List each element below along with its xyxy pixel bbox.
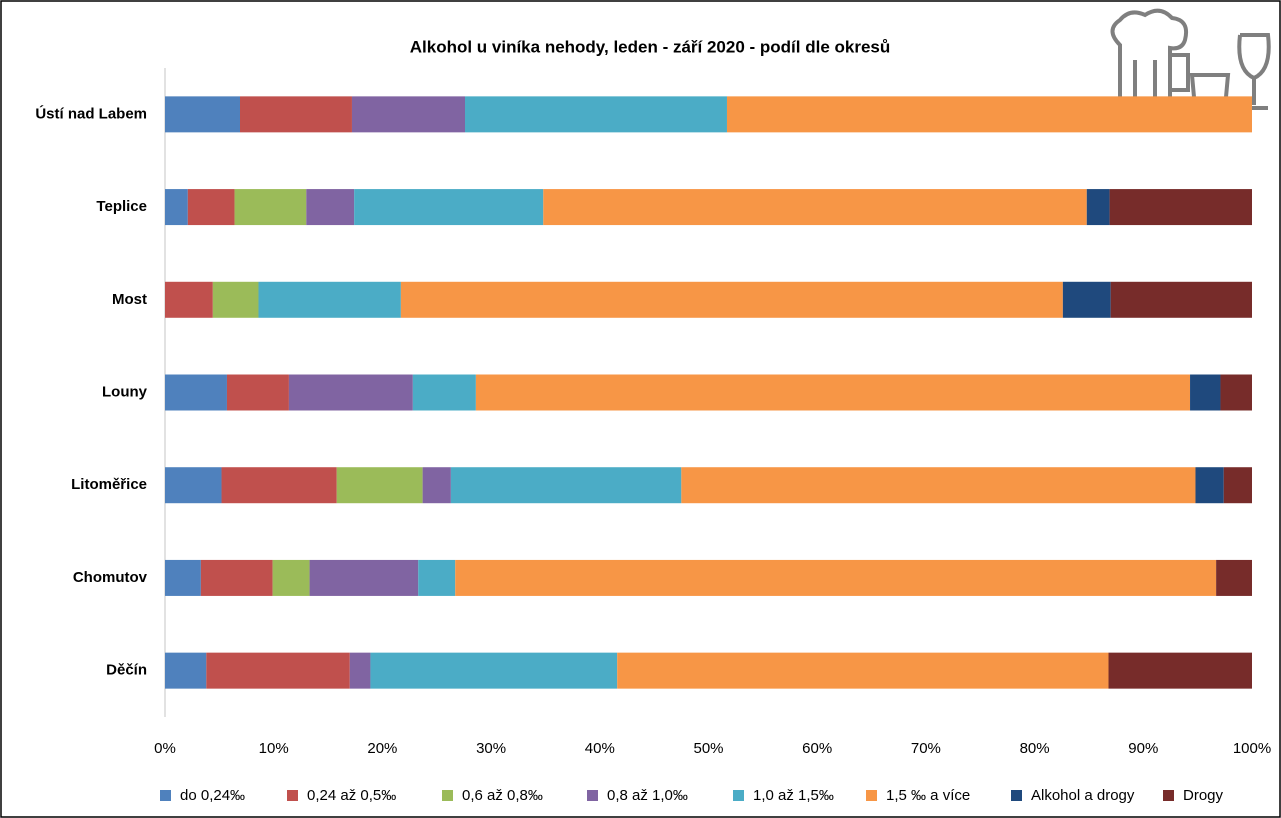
bar-segment <box>310 560 419 596</box>
x-tick-label: 60% <box>802 740 832 757</box>
bar-segment <box>465 96 727 132</box>
legend-label: 1,5 ‰ a více <box>886 787 970 804</box>
bar-segment <box>165 189 188 225</box>
legend-swatch <box>1011 790 1022 801</box>
bar-segment <box>1224 467 1252 503</box>
bar-segment <box>227 375 289 411</box>
bar-segment <box>258 282 400 318</box>
bar-segment <box>1195 467 1223 503</box>
bar-segment <box>201 560 273 596</box>
x-tick-label: 90% <box>1128 740 1158 757</box>
y-tick-label: Louny <box>102 383 148 400</box>
legend-label: 0,8 až 1,0‰ <box>607 787 688 804</box>
legend-label: Alkohol a drogy <box>1031 787 1135 804</box>
x-tick-label: 80% <box>1020 740 1050 757</box>
bar-segment <box>352 96 465 132</box>
bar-segment <box>476 375 1190 411</box>
bar-segment <box>350 653 371 689</box>
legend-label: 0,24 až 0,5‰ <box>307 787 396 804</box>
bar-segment <box>418 560 455 596</box>
bar-segment <box>1220 375 1252 411</box>
bar-segment <box>1063 282 1111 318</box>
bar-segment <box>617 653 1108 689</box>
bar-segment <box>165 653 206 689</box>
bar-segment <box>165 96 240 132</box>
bar-segment <box>235 189 307 225</box>
bar-segment <box>1111 282 1252 318</box>
bar-segment <box>413 375 476 411</box>
x-tick-label: 50% <box>693 740 723 757</box>
legend-label: 0,6 až 0,8‰ <box>462 787 543 804</box>
bar-segment <box>337 467 423 503</box>
y-tick-label: Ústí nad Labem <box>35 104 147 122</box>
bar-segment <box>354 189 543 225</box>
legend-swatch <box>287 790 298 801</box>
bar-segment <box>727 96 1252 132</box>
x-tick-label: 0% <box>154 740 176 757</box>
legend-label: do 0,24‰ <box>180 787 245 804</box>
bar-segment <box>423 467 451 503</box>
bar-segment <box>165 375 227 411</box>
bar-segment <box>165 282 213 318</box>
bar-segment <box>681 467 1195 503</box>
x-tick-label: 40% <box>585 740 615 757</box>
legend-label: 1,0 až 1,5‰ <box>753 787 834 804</box>
x-tick-label: 70% <box>911 740 941 757</box>
x-tick-label: 10% <box>259 740 289 757</box>
y-tick-label: Chomutov <box>73 569 148 586</box>
bar-segment <box>370 653 617 689</box>
bar-segment <box>306 189 354 225</box>
legend-swatch <box>160 790 171 801</box>
bar-segment <box>213 282 259 318</box>
bar-segment <box>289 375 413 411</box>
bar-segment <box>165 560 201 596</box>
bar-segment <box>1190 375 1220 411</box>
x-tick-label: 30% <box>476 740 506 757</box>
legend-swatch <box>1163 790 1174 801</box>
bar-segment <box>1110 189 1252 225</box>
bar-segment <box>240 96 352 132</box>
y-tick-label: Děčín <box>106 662 147 679</box>
bar-segment <box>455 560 1216 596</box>
bar-segment <box>1109 653 1252 689</box>
y-tick-label: Litoměřice <box>71 476 147 493</box>
y-tick-label: Most <box>112 291 147 308</box>
bar-segment <box>188 189 235 225</box>
legend-swatch <box>733 790 744 801</box>
bar-segment <box>165 467 222 503</box>
bar-segment <box>451 467 681 503</box>
x-tick-label: 100% <box>1233 740 1271 757</box>
legend-label: Drogy <box>1183 787 1224 804</box>
bar-segment <box>273 560 310 596</box>
chart: Alkohol u viníka nehody, leden - září 20… <box>0 0 1281 818</box>
x-tick-label: 20% <box>367 740 397 757</box>
bar-segment <box>543 189 1087 225</box>
bar-segment <box>401 282 1063 318</box>
legend-swatch <box>866 790 877 801</box>
chart-title: Alkohol u viníka nehody, leden - září 20… <box>410 37 891 56</box>
bar-segment <box>1216 560 1252 596</box>
legend-swatch <box>442 790 453 801</box>
legend-swatch <box>587 790 598 801</box>
bar-segment <box>222 467 337 503</box>
bar-segment <box>1087 189 1110 225</box>
y-tick-label: Teplice <box>96 198 147 215</box>
bar-segment <box>206 653 349 689</box>
